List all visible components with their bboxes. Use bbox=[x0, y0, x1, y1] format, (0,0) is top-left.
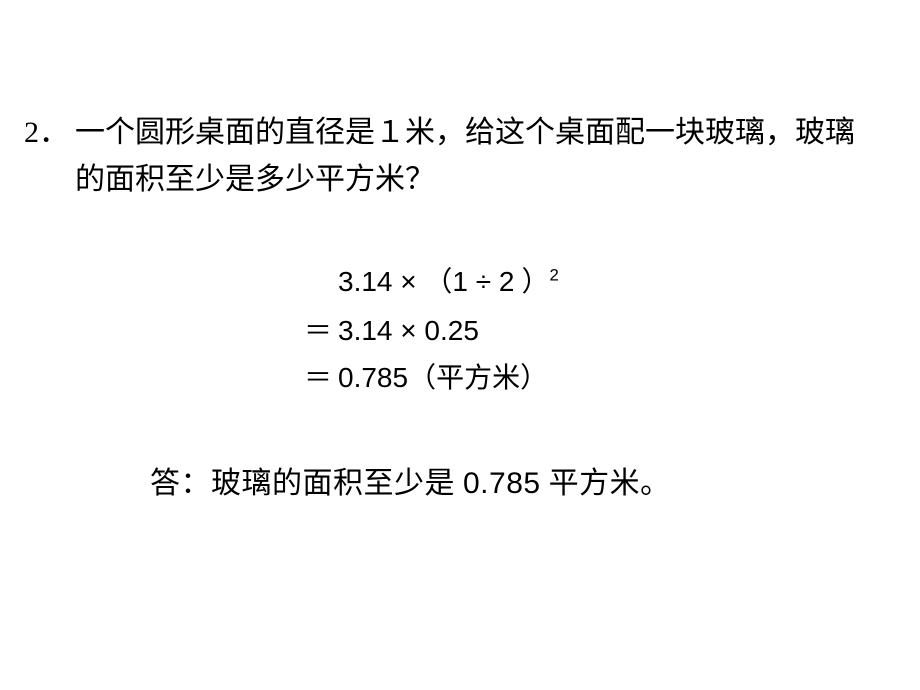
question-block: 2． 一个圆形桌面的直径是１米，给这个桌面配一块玻璃，玻璃的面积至少是多少平方米… bbox=[0, 110, 920, 203]
calculation-block: 3.14 × （1 ÷ 2 ）2 ＝ 3.14 × 0.25 ＝ 0.785（平… bbox=[300, 258, 920, 403]
calc-line-3: ＝ 0.785（平方米） bbox=[300, 354, 920, 403]
calc-line-2: ＝ 3.14 × 0.25 bbox=[300, 307, 920, 355]
page: 2． 一个圆形桌面的直径是１米，给这个桌面配一块玻璃，玻璃的面积至少是多少平方米… bbox=[0, 0, 920, 690]
calc-expr-1: 3.14 × （1 ÷ 2 ）2 bbox=[338, 258, 559, 307]
calc-expr-2: 3.14 × 0.25 bbox=[338, 307, 479, 355]
calc-expr-3: 0.785（平方米） bbox=[338, 354, 548, 403]
calc-eq-3: ＝ bbox=[300, 354, 338, 402]
calc-line-1: 3.14 × （1 ÷ 2 ）2 bbox=[300, 258, 920, 307]
question-text: 一个圆形桌面的直径是１米，给这个桌面配一块玻璃，玻璃的面积至少是多少平方米？ bbox=[75, 110, 880, 203]
calc-eq-2: ＝ bbox=[300, 307, 338, 355]
answer-line: 答：玻璃的面积至少是 0.785 平方米。 bbox=[150, 458, 920, 502]
question-number: 2． bbox=[24, 110, 69, 157]
